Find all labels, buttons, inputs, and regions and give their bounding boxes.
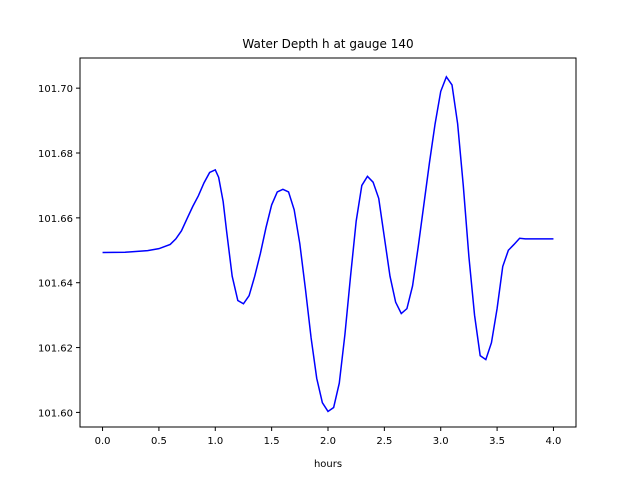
x-tick-label: 4.0 — [546, 436, 562, 447]
chart-title: Water Depth h at gauge 140 — [242, 37, 413, 51]
y-tick-label: 101.66 — [38, 214, 73, 225]
x-axis: 0.0 0.5 1.0 1.5 2.0 2.5 3.0 3.5 4.0 — [95, 427, 562, 447]
y-tick-label: 101.70 — [38, 84, 73, 95]
water-depth-line — [102, 75, 554, 413]
y-tick-label: 101.62 — [38, 344, 73, 355]
x-tick-label: 0.0 — [95, 436, 111, 447]
x-tick-label: 2.5 — [376, 436, 392, 447]
x-tick-label: 2.0 — [320, 436, 336, 447]
y-tick-label: 101.60 — [38, 408, 73, 419]
x-axis-label: hours — [314, 459, 342, 470]
x-tick-label: 0.5 — [151, 436, 167, 447]
plot-frame — [79, 57, 577, 428]
y-tick-label: 101.68 — [38, 149, 73, 160]
plot-area — [102, 75, 554, 413]
x-tick-label: 3.5 — [489, 436, 505, 447]
x-tick-label: 1.0 — [207, 436, 223, 447]
y-tick-label: 101.64 — [38, 279, 73, 290]
x-tick-label: 1.5 — [264, 436, 280, 447]
x-tick-label: 3.0 — [433, 436, 449, 447]
y-axis: 101.60 101.62 101.64 101.66 101.68 101.70 — [38, 84, 80, 419]
